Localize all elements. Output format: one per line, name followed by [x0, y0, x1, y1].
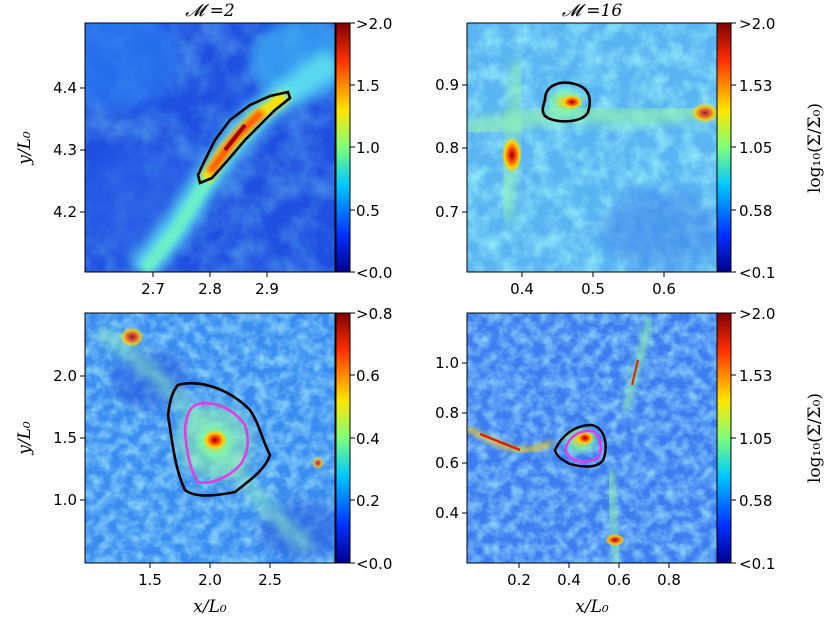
contour-black [553, 423, 607, 468]
y-tick-label: 2.0 [53, 367, 77, 385]
density-map [467, 23, 717, 272]
cbar-tick-label: >0.8 [356, 305, 392, 323]
x-tick-label: 0.2 [507, 571, 531, 589]
colorbar-label: log₁₀(Σ/Σ₀) [805, 393, 825, 483]
x-tick-label: 0.4 [510, 280, 534, 298]
panel-4: >2.0 1.53 1.05 0.58 <0.1 log₁₀(Σ/Σ₀) 0.2… [435, 305, 825, 617]
y-tick-label: 0.4 [435, 504, 459, 522]
cbar-tick-label: <0.0 [356, 264, 392, 282]
x-tick-label: 0.5 [581, 280, 605, 298]
cbar-tick-label: 1.53 [739, 77, 772, 95]
cbar-tick-label: 1.05 [739, 139, 772, 157]
colorbar-ticks: >2.0 1.53 1.05 0.58 <0.1 [731, 15, 775, 282]
cbar-tick-label: 0.6 [356, 367, 380, 385]
cbar-tick-label: 1.0 [356, 139, 380, 157]
density-map [85, 313, 335, 563]
colorbar-ticks: >2.0 1.53 1.05 0.58 <0.1 [731, 305, 775, 573]
y-ticks: 2.0 1.5 1.0 [53, 367, 85, 509]
y-tick-label: 4.4 [53, 79, 77, 97]
x-tick-label: 2.9 [255, 280, 279, 298]
y-tick-label: 4.3 [53, 141, 77, 159]
density-map [467, 313, 717, 563]
x-tick-label: 0.8 [657, 571, 681, 589]
density-map [85, 23, 335, 272]
y-ticks: 1.0 0.8 0.6 0.4 [435, 354, 467, 522]
panel-3: >0.8 0.6 0.4 0.2 <0.0 1.5 2.0 2.5 2.0 1.… [15, 305, 392, 617]
x-tick-label: 0.6 [607, 571, 631, 589]
y-ticks: 0.9 0.8 0.7 [435, 76, 467, 221]
colorbar-label: log₁₀(Σ/Σ₀) [805, 103, 825, 193]
y-ticks: 4.4 4.3 4.2 [53, 79, 85, 221]
x-tick-label: 2.8 [198, 280, 222, 298]
cbar-tick-label: <0.1 [739, 555, 775, 573]
colorbar-ticks: >2.0 1.5 1.0 0.5 <0.0 [350, 15, 392, 282]
cbar-tick-label: <0.1 [739, 264, 775, 282]
y-axis-label: y/L₀ [15, 131, 35, 166]
y-tick-label: 1.0 [53, 491, 77, 509]
x-tick-label: 2.5 [258, 571, 282, 589]
cbar-tick-label: 0.58 [739, 492, 772, 510]
cbar-tick-label: 0.4 [356, 430, 380, 448]
colorbar [716, 312, 732, 564]
y-tick-label: 1.0 [435, 354, 459, 372]
y-tick-label: 0.7 [435, 203, 459, 221]
x-ticks: 2.7 2.8 2.9 [141, 272, 279, 298]
panel-2: 𝓜 =16 >2.0 1.53 1.05 0.58 <0.1 log₁₀(Σ/Σ… [435, 1, 825, 298]
x-tick-label: 2.7 [141, 280, 165, 298]
colorbar [335, 312, 351, 564]
cbar-tick-label: 0.58 [739, 202, 772, 220]
x-tick-label: 0.6 [652, 280, 676, 298]
cbar-tick-label: <0.0 [356, 555, 392, 573]
panel-title: 𝓜 =2 [185, 1, 235, 21]
y-tick-label: 0.8 [435, 404, 459, 422]
cbar-tick-label: >2.0 [356, 15, 392, 33]
cbar-tick-label: >2.0 [739, 305, 775, 323]
cbar-tick-label: 1.5 [356, 77, 380, 95]
colorbar [335, 22, 351, 273]
cbar-tick-label: 0.2 [356, 492, 380, 510]
cbar-tick-label: >2.0 [739, 15, 775, 33]
contour-magenta [564, 429, 602, 463]
x-tick-label: 2.0 [198, 571, 222, 589]
y-tick-label: 0.6 [435, 454, 459, 472]
contour-black [166, 381, 272, 497]
cbar-tick-label: 1.05 [739, 430, 772, 448]
y-tick-label: 1.5 [53, 429, 77, 447]
x-axis-label: x/L₀ [575, 597, 609, 617]
y-tick-label: 4.2 [53, 203, 77, 221]
x-axis-label: x/L₀ [193, 597, 227, 617]
y-tick-label: 0.8 [435, 139, 459, 157]
cbar-tick-label: 0.5 [356, 202, 380, 220]
x-ticks: 1.5 2.0 2.5 [138, 563, 282, 589]
x-tick-label: 0.4 [557, 571, 581, 589]
panel-title: 𝓜 =16 [562, 1, 623, 21]
x-tick-label: 1.5 [138, 571, 162, 589]
x-ticks: 0.2 0.4 0.6 0.8 [507, 563, 681, 589]
colorbar [716, 22, 732, 273]
y-axis-label: y/L₀ [15, 421, 35, 456]
colorbar-ticks: >0.8 0.6 0.4 0.2 <0.0 [350, 305, 392, 573]
panel-1: 𝓜 =2 >2.0 1.5 1.0 0.5 <0.0 [15, 1, 392, 298]
contour-black [541, 81, 592, 123]
y-tick-label: 0.9 [435, 76, 459, 94]
contour-black [196, 90, 292, 185]
contour-magenta [183, 401, 250, 484]
cbar-tick-label: 1.53 [739, 367, 772, 385]
x-ticks: 0.4 0.5 0.6 [510, 272, 676, 298]
